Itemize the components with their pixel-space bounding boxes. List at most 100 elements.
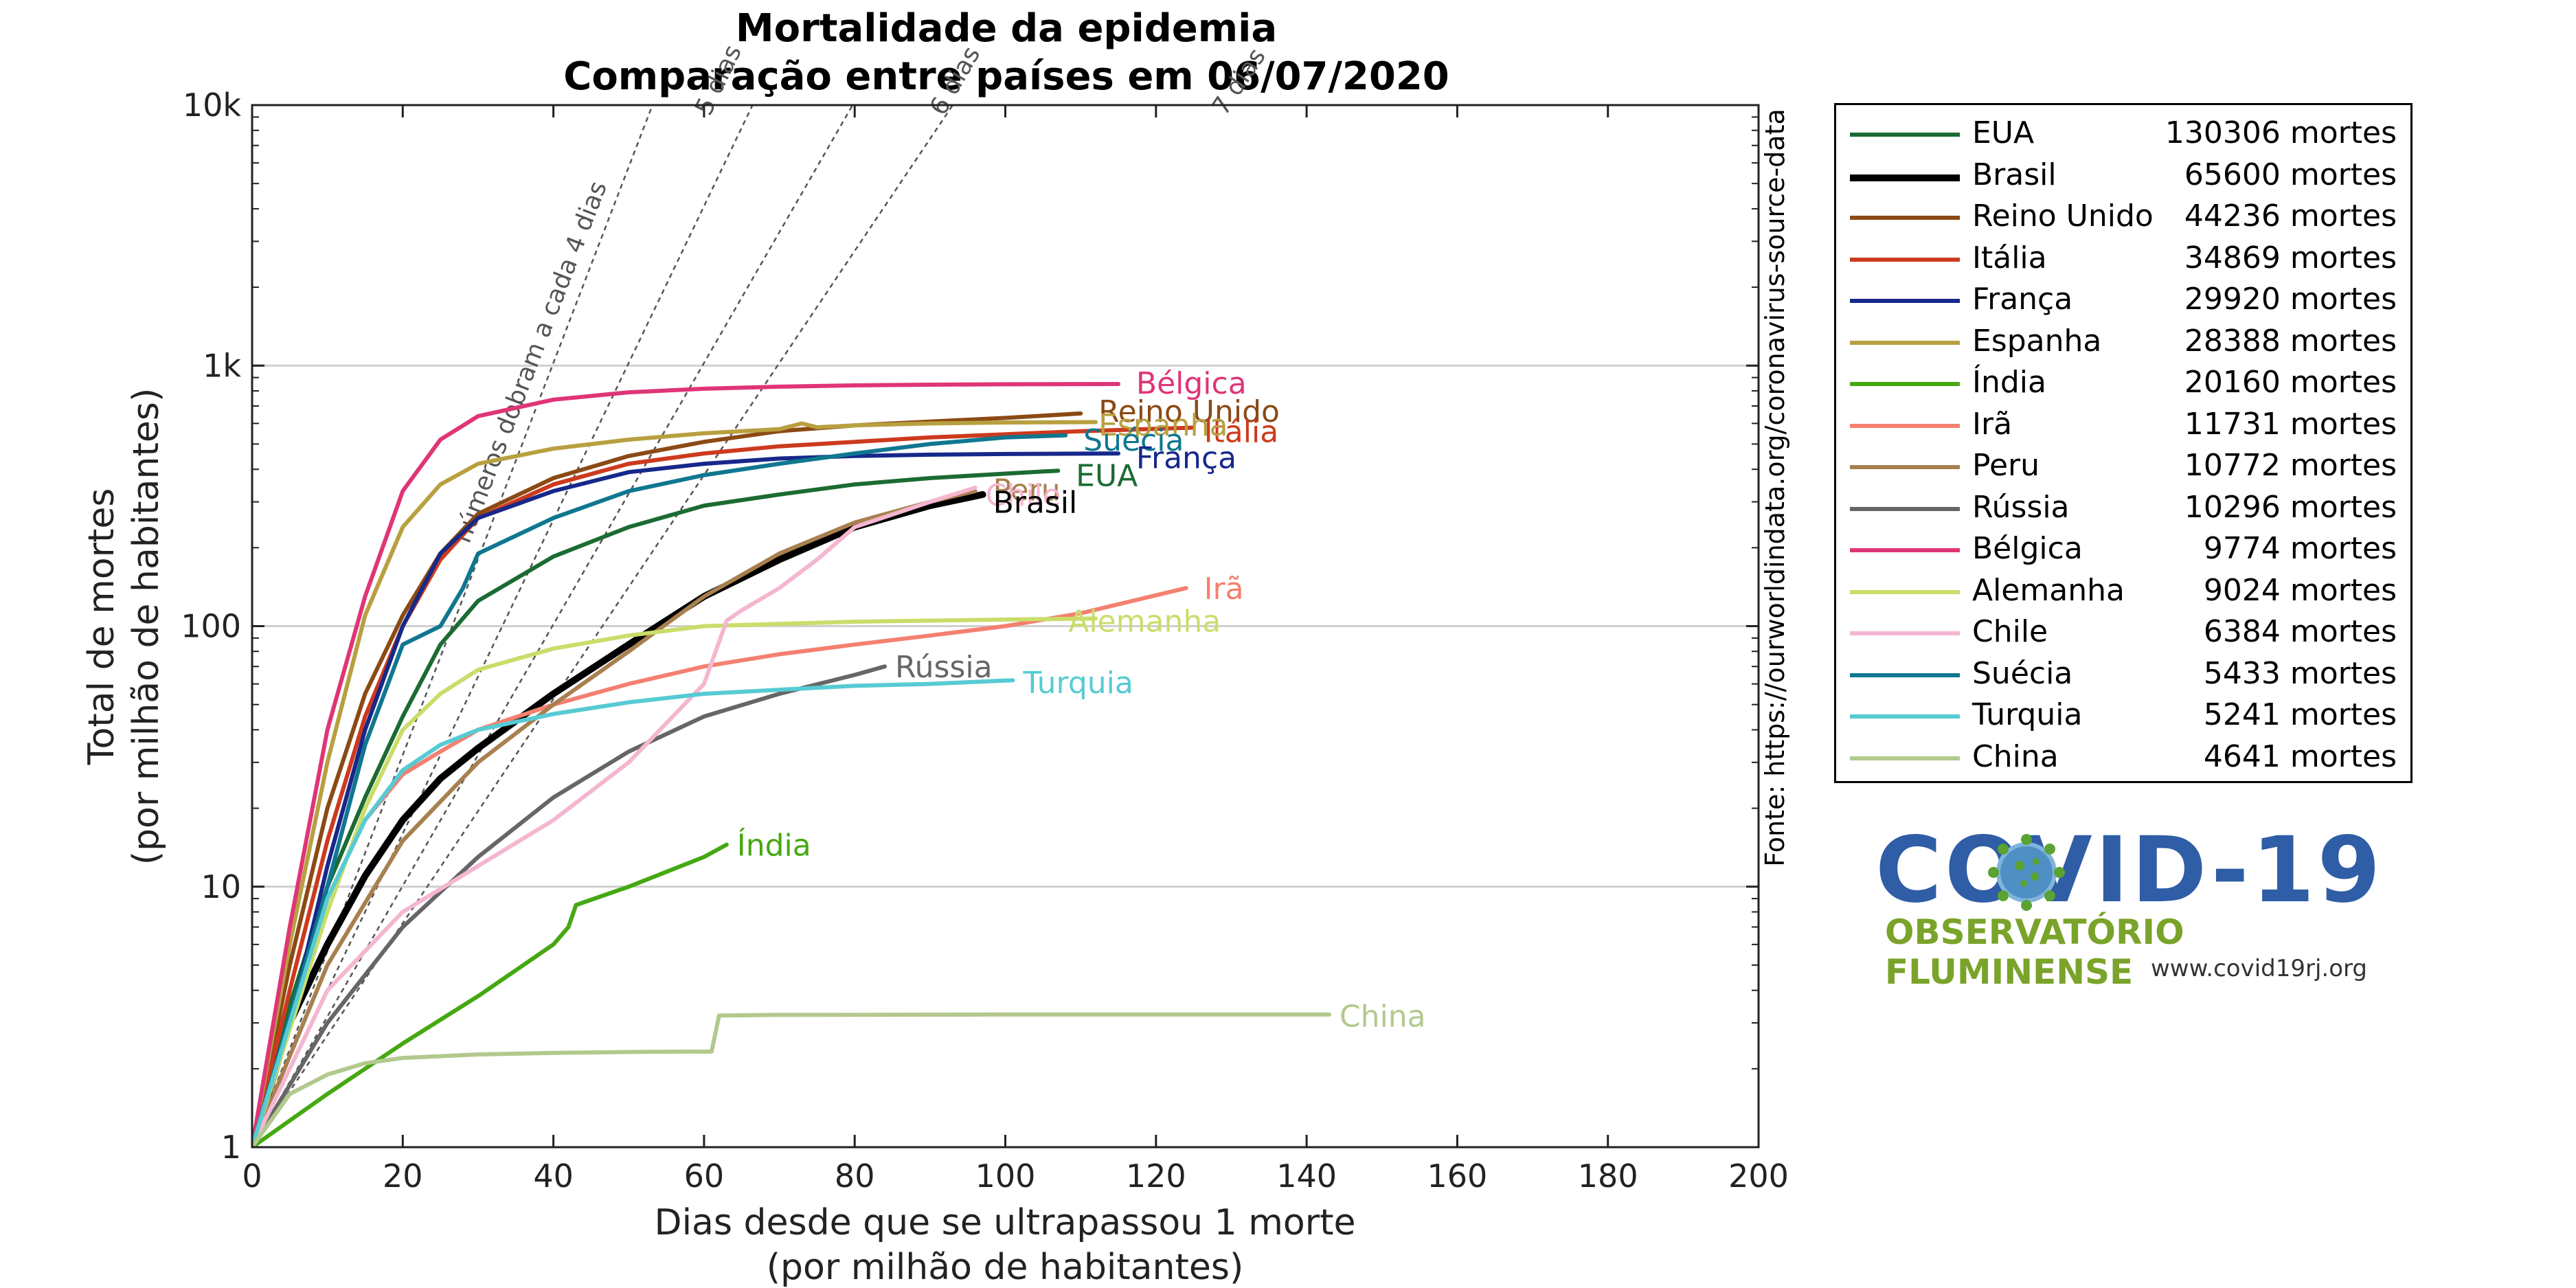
series-end-label: Bélgica — [1136, 366, 1247, 401]
logo-subtitle: OBSERVATÓRIO FLUMINENSE — [1885, 912, 2184, 992]
legend-swatch — [1850, 340, 1960, 345]
series-line — [252, 382, 1120, 1147]
legend-deaths: 10772 mortes — [2184, 448, 2397, 483]
x-tick-label: 140 — [1276, 1157, 1337, 1195]
doubling-line — [252, 105, 653, 1147]
legend-entry: Irã 11731 mortes — [1836, 405, 2410, 446]
legend-swatch — [1850, 174, 1960, 181]
doubling-reference-lines — [252, 105, 953, 1147]
legend-country: França — [1972, 282, 2073, 317]
legend-swatch — [1850, 257, 1960, 262]
legend-swatch — [1850, 423, 1960, 428]
legend-swatch — [1850, 382, 1960, 386]
legend-deaths: 5241 mortes — [2203, 697, 2397, 732]
legend-swatch — [1850, 216, 1960, 220]
series-lines — [252, 382, 1331, 1147]
legend-entry: Espanha 28388 mortes — [1836, 321, 2410, 363]
legend-swatch — [1850, 589, 1960, 594]
y-tick-label: 10k — [183, 87, 242, 124]
y-tick-label: 10 — [201, 868, 241, 905]
legend-deaths: 10296 mortes — [2184, 489, 2397, 525]
legend-deaths: 11731 mortes — [2184, 406, 2397, 442]
legend-entry: Itália 34869 mortes — [1836, 238, 2410, 280]
legend-country: Índia — [1972, 365, 2046, 400]
x-tick-label: 0 — [242, 1157, 262, 1195]
x-tick-label: 100 — [975, 1157, 1036, 1195]
series-end-label: Itália — [1204, 415, 1279, 450]
legend-swatch — [1850, 133, 1960, 137]
legend-entry: EUA 130306 mortes — [1836, 113, 2410, 155]
y-tick-label: 100 — [181, 608, 241, 645]
x-axis-label-units: (por milhão de habitantes) — [767, 1247, 1244, 1288]
series-line — [252, 842, 729, 1147]
series-end-label: Reino Unido — [1098, 394, 1280, 429]
legend-entry: Reino Unido 44236 mortes — [1836, 196, 2410, 238]
x-tick-label: 200 — [1728, 1157, 1789, 1195]
legend-entry: Brasil 65600 mortes — [1836, 155, 2410, 196]
legend-entry: Chile 6384 mortes — [1836, 612, 2410, 653]
legend-swatch — [1850, 465, 1960, 469]
legend-swatch — [1850, 631, 1960, 635]
series-end-label: Suécia — [1083, 423, 1184, 458]
y-axis-ticks: 1 10 100 1k 10k — [181, 87, 1759, 1166]
virus-icon — [1988, 834, 2065, 911]
logo-title: COVID-19 — [1875, 817, 2384, 923]
series-line — [252, 485, 978, 1147]
legend-swatch — [1850, 714, 1960, 719]
legend-country: Reino Unido — [1972, 199, 2154, 234]
chart-subtitle: Comparação entre países em 06/07/2020 — [563, 54, 1449, 99]
x-tick-label: 120 — [1126, 1157, 1186, 1195]
series-line — [252, 664, 888, 1147]
legend-deaths: 4641 mortes — [2203, 738, 2397, 774]
legend-swatch — [1850, 299, 1960, 303]
legend-entry: Alemanha 9024 mortes — [1836, 571, 2410, 612]
x-tick-label: 60 — [684, 1157, 725, 1195]
series-end-label: Irã — [1204, 572, 1244, 607]
y-tick-label: 1k — [203, 347, 241, 384]
series-line — [252, 488, 978, 1147]
logo-url: www.covid19rj.org — [2150, 955, 2367, 982]
legend: EUA 130306 mortes Brasil 65600 mortes Reino … — [1834, 103, 2413, 783]
legend-deaths: 29920 mortes — [2184, 282, 2397, 317]
series-end-label: Rússia — [895, 650, 993, 685]
legend-deaths: 34869 mortes — [2184, 240, 2397, 275]
x-tick-label: 180 — [1578, 1157, 1638, 1195]
series-line — [252, 420, 1098, 1147]
legend-deaths: 20160 mortes — [2184, 365, 2397, 400]
legend-deaths: 28388 mortes — [2184, 323, 2397, 359]
legend-country: EUA — [1972, 115, 2035, 150]
legend-deaths: 9774 mortes — [2203, 531, 2397, 566]
series-end-label: França — [1136, 441, 1236, 476]
legend-deaths: 130306 mortes — [2165, 115, 2397, 150]
legend-swatch — [1850, 673, 1960, 677]
legend-deaths: 65600 mortes — [2184, 157, 2397, 192]
x-tick-label: 80 — [835, 1157, 875, 1195]
series-end-label: Turquia — [1022, 666, 1133, 701]
series-line — [252, 1012, 1331, 1147]
legend-country: China — [1972, 738, 2059, 774]
series-line — [252, 451, 1120, 1147]
series-line — [252, 678, 1015, 1147]
x-tick-label: 160 — [1427, 1157, 1487, 1195]
series-end-label: Espanha — [1098, 408, 1228, 443]
legend-deaths: 9024 mortes — [2203, 572, 2397, 608]
series-line — [252, 433, 1068, 1147]
series-line — [252, 425, 1196, 1147]
legend-deaths: 5433 mortes — [2203, 655, 2397, 691]
doubling-label: números dobram a cada 4 dias — [449, 177, 613, 546]
legend-deaths: 6384 mortes — [2203, 614, 2397, 649]
x-tick-label: 20 — [383, 1157, 423, 1195]
series-end-label: China — [1340, 999, 1426, 1034]
legend-country: Itália — [1972, 240, 2047, 275]
covid-observatory-logo: COVID-19 OBSERVATÓRIO FLUMINENSE www.cov… — [1875, 817, 2384, 992]
series-end-label: Peru — [993, 473, 1061, 508]
legend-country: Alemanha — [1972, 572, 2125, 608]
legend-entry: França 29920 mortes — [1836, 280, 2410, 321]
source-note: Fonte: https://ourworldindata.org/corona… — [1760, 109, 1790, 867]
legend-entry: Índia 20160 mortes — [1836, 363, 2410, 404]
legend-deaths: 44236 mortes — [2184, 199, 2397, 234]
y-tick-label: 1 — [221, 1129, 241, 1166]
legend-country: Chile — [1972, 614, 2048, 649]
